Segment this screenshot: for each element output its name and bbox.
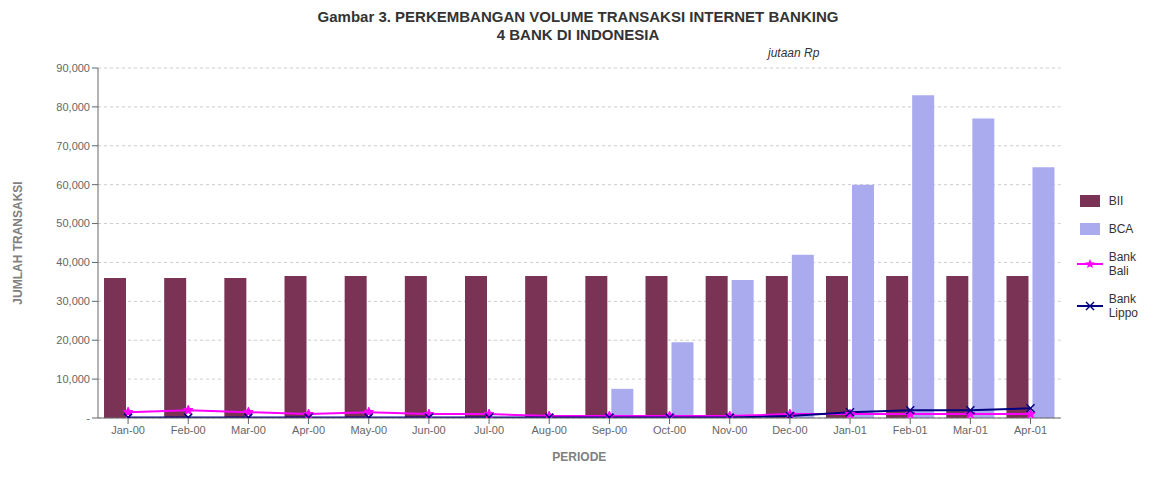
html-text:BCA: BCA bbox=[1108, 222, 1134, 236]
svg-text:50,000: 50,000 bbox=[56, 217, 90, 229]
svg-text:80,000: 80,000 bbox=[56, 101, 90, 113]
svg-text:Jun-00: Jun-00 bbox=[412, 424, 446, 436]
html-text:jutaan Rp: jutaan Rp bbox=[768, 46, 820, 60]
html-text:BII: BII bbox=[1108, 194, 1124, 208]
svg-text:PERIODE: PERIODE bbox=[552, 450, 606, 464]
svg-text:40,000: 40,000 bbox=[56, 256, 90, 268]
svg-text:Jul-00: Jul-00 bbox=[474, 424, 504, 436]
svg-text:Jan-00: Jan-00 bbox=[111, 424, 145, 436]
svg-text:Dec-00: Dec-00 bbox=[772, 424, 807, 436]
svg-text:70,000: 70,000 bbox=[56, 140, 90, 152]
svg-text:Nov-00: Nov-00 bbox=[712, 424, 747, 436]
svg-text:30,000: 30,000 bbox=[56, 295, 90, 307]
svg-text:Aug-00: Aug-00 bbox=[531, 424, 566, 436]
svg-text:-: - bbox=[86, 412, 90, 424]
svg-text:Oct-00: Oct-00 bbox=[653, 424, 686, 436]
svg-text:90,000: 90,000 bbox=[56, 62, 90, 74]
svg-text:Feb-00: Feb-00 bbox=[171, 424, 206, 436]
svg-text:Sep-00: Sep-00 bbox=[592, 424, 627, 436]
html-text:Gambar 3. PERKEMBANGAN VOLUME: Gambar 3. PERKEMBANGAN VOLUME TRANSAKSI … bbox=[317, 8, 839, 43]
svg-text:60,000: 60,000 bbox=[56, 179, 90, 191]
svg-text:Mar-00: Mar-00 bbox=[231, 424, 266, 436]
svg-text:20,000: 20,000 bbox=[56, 334, 90, 346]
svg-text:Feb-01: Feb-01 bbox=[893, 424, 928, 436]
svg-text:Jan-01: Jan-01 bbox=[833, 424, 867, 436]
svg-text:Apr-00: Apr-00 bbox=[292, 424, 325, 436]
svg-text:10,000: 10,000 bbox=[56, 373, 90, 385]
svg-text:Mar-01: Mar-01 bbox=[953, 424, 988, 436]
svg-text:May-00: May-00 bbox=[350, 424, 387, 436]
svg-text:Apr-01: Apr-01 bbox=[1014, 424, 1047, 436]
svg-text:JUMLAH TRANSAKSI: JUMLAH TRANSAKSI bbox=[11, 181, 25, 304]
html-text:Bank Bali: Bank Bali bbox=[1108, 250, 1136, 278]
html-text:Bank Lippo: Bank Lippo bbox=[1108, 292, 1138, 320]
